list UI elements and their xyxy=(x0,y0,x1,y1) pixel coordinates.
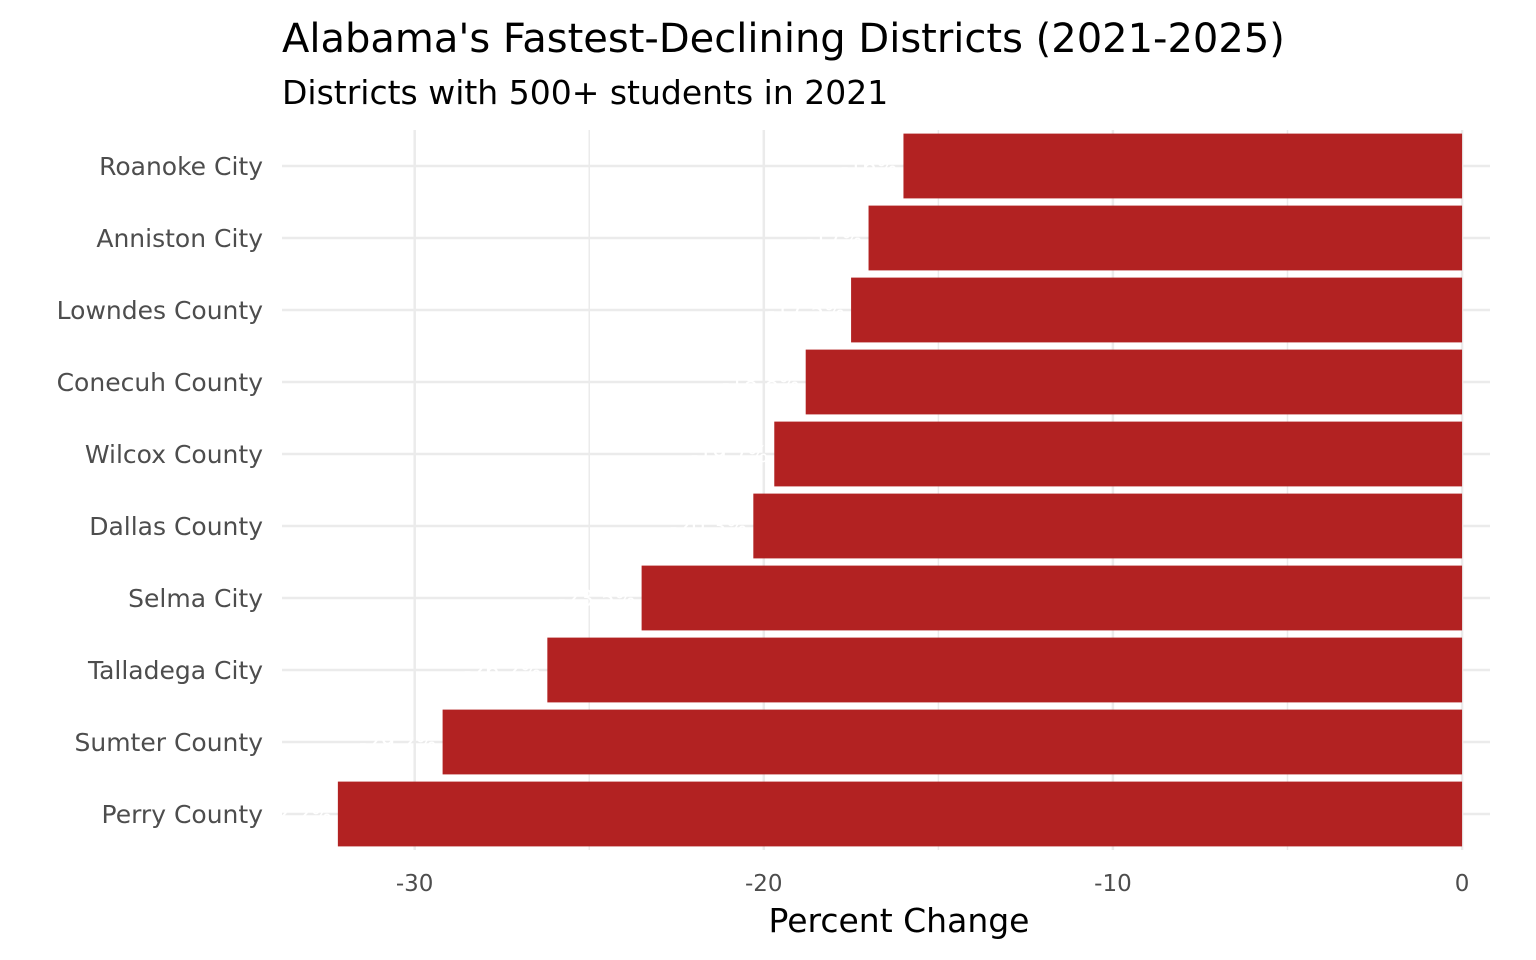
y-tick-label: Lowndes County xyxy=(57,296,264,325)
x-tick-label: -20 xyxy=(745,871,783,897)
bar xyxy=(753,493,1463,559)
bars: -16% -17% -17.5% -18.8% -19.7% -20.3% -23.5% -2… xyxy=(254,133,1463,847)
bar xyxy=(868,205,1463,271)
data-label: -19.7% xyxy=(690,443,768,468)
chart-title: Alabama's Fastest-Declining Districts (2… xyxy=(282,16,1285,62)
data-label: -16% xyxy=(841,155,898,180)
x-tick-label: -10 xyxy=(1094,871,1132,897)
y-tick-label: Perry County xyxy=(102,800,264,829)
bar xyxy=(337,781,1463,847)
y-tick-label: Sumter County xyxy=(74,728,263,757)
data-label: -20.3% xyxy=(670,515,748,540)
bar xyxy=(903,133,1463,199)
data-label: -18.8% xyxy=(722,371,800,396)
data-label: -17.5% xyxy=(767,299,845,324)
chart-subtitle: Districts with 500+ students in 2021 xyxy=(282,73,888,112)
y-tick-label: Conecuh County xyxy=(57,368,264,397)
data-label: -29.2% xyxy=(359,731,437,756)
x-axis-ticks: -30 -20 -10 0 xyxy=(396,871,1470,897)
data-label: -17% xyxy=(806,227,863,252)
data-label: -23.5% xyxy=(558,587,636,612)
y-tick-label: Selma City xyxy=(128,584,263,613)
x-tick-label: 0 xyxy=(1455,871,1470,897)
x-tick-label: -30 xyxy=(396,871,434,897)
y-axis-labels: Roanoke City Anniston City Lowndes County C… xyxy=(57,152,264,829)
data-label: -26.2% xyxy=(464,659,542,684)
y-tick-label: Talladega City xyxy=(87,656,263,685)
y-tick-label: Roanoke City xyxy=(99,152,263,181)
bar xyxy=(805,349,1463,415)
bar xyxy=(774,421,1463,487)
y-tick-label: Dallas County xyxy=(89,512,263,541)
data-label: -32.2% xyxy=(254,803,332,828)
y-tick-label: Wilcox County xyxy=(85,440,263,469)
x-axis-label: Percent Change xyxy=(768,901,1029,940)
bar xyxy=(442,709,1463,775)
bar xyxy=(851,277,1463,343)
bar xyxy=(641,565,1463,631)
y-tick-label: Anniston City xyxy=(96,224,263,253)
bar xyxy=(547,637,1463,703)
